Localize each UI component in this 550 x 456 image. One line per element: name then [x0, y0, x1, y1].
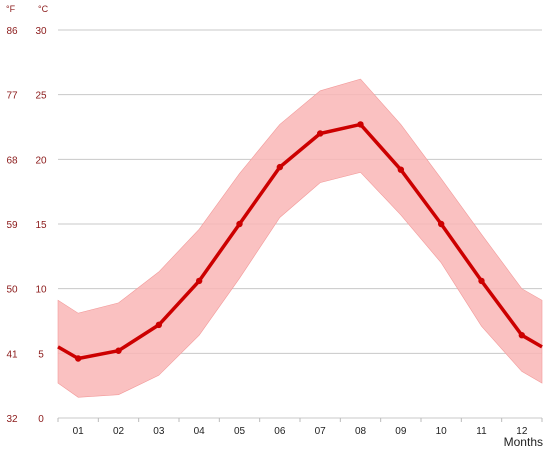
mean-point	[357, 121, 364, 128]
fahrenheit-tick-label: 77	[6, 91, 18, 102]
month-tick-label: 10	[436, 426, 448, 437]
month-tick-label: 11	[476, 426, 487, 437]
celsius-tick-label: 30	[35, 26, 47, 37]
month-tick-label: 07	[315, 426, 327, 437]
month-tick-label: 02	[113, 426, 125, 437]
month-tick-label: 01	[73, 426, 85, 437]
mean-temperature-line	[57, 122, 543, 361]
fahrenheit-tick-label: 50	[6, 285, 18, 296]
month-tick-label: 08	[355, 426, 367, 437]
fahrenheit-tick-label: 32	[6, 414, 18, 425]
mean-point	[236, 220, 243, 228]
mean-point	[74, 355, 82, 362]
mean-point	[316, 130, 324, 137]
x-axis: 01 02 03 04 05 06 07 08 09 10 11 12	[57, 418, 543, 437]
fahrenheit-unit-label: °F	[6, 4, 16, 14]
month-tick-label: 04	[194, 426, 206, 437]
celsius-unit-label: °C	[38, 4, 49, 14]
celsius-tick-label: 0	[38, 414, 44, 425]
y-axis-fahrenheit: 32 41 50 59 68 77 86	[6, 26, 18, 425]
mean-point	[155, 321, 163, 329]
range-band	[57, 78, 543, 398]
month-tick-label: 12	[516, 426, 528, 437]
mean-point	[115, 347, 122, 354]
fahrenheit-tick-label: 41	[6, 349, 18, 360]
mean-point	[437, 220, 445, 228]
fahrenheit-tick-label: 86	[6, 26, 18, 37]
celsius-tick-label: 25	[35, 91, 47, 102]
celsius-tick-label: 5	[38, 349, 44, 360]
y-axis-celsius: 0 5 10 15 20 25 30	[35, 26, 47, 425]
month-tick-label: 06	[274, 426, 286, 437]
x-axis-title: Months	[504, 435, 543, 449]
month-tick-label: 05	[234, 426, 246, 437]
month-tick-label: 03	[153, 426, 165, 437]
mean-temperature-points	[74, 121, 526, 362]
mean-point	[518, 332, 526, 339]
fahrenheit-tick-label: 59	[6, 220, 18, 231]
mean-point	[397, 166, 405, 173]
fahrenheit-tick-label: 68	[6, 155, 18, 166]
celsius-tick-label: 15	[35, 220, 47, 231]
month-tick-label: 09	[395, 426, 407, 437]
celsius-tick-label: 10	[35, 285, 47, 296]
mean-point	[478, 277, 485, 285]
mean-point	[276, 163, 284, 171]
celsius-tick-label: 20	[35, 155, 47, 166]
mean-point	[195, 277, 203, 285]
